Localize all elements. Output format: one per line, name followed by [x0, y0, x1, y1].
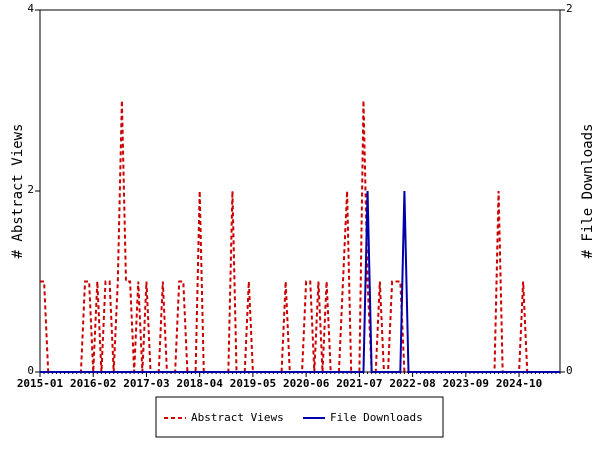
data-line — [40, 190, 560, 373]
y2-tick-label: 0 — [566, 364, 573, 377]
y-axis-title: # Abstract Views — [10, 124, 26, 259]
x-tick-label: 2016-02 — [70, 377, 116, 390]
legend-label: File Downloads — [330, 411, 423, 424]
x-tick-label: 2019-05 — [230, 377, 276, 390]
y-tick-label: 4 — [27, 2, 34, 15]
x-tick-label: 2022-08 — [389, 377, 435, 390]
x-tick-label: 2021-07 — [336, 377, 382, 390]
x-tick-label: 2018-04 — [177, 377, 224, 390]
y2-axis-title: # File Downloads — [580, 124, 596, 259]
data-line — [40, 100, 560, 373]
y-tick-label: 0 — [27, 364, 34, 377]
y2-tick-label: 2 — [566, 2, 573, 15]
x-tick-label: 2023-09 — [443, 377, 489, 390]
x-tick-label: 2015-01 — [17, 377, 64, 390]
plot-frame — [39, 9, 561, 373]
y-tick-label: 2 — [27, 183, 34, 196]
x-tick-label: 2017-03 — [123, 377, 169, 390]
x-tick-label: 2020-06 — [283, 377, 330, 390]
x-tick-label: 2024-10 — [496, 377, 542, 390]
legend-label: Abstract Views — [191, 411, 284, 424]
legend — [155, 396, 444, 438]
